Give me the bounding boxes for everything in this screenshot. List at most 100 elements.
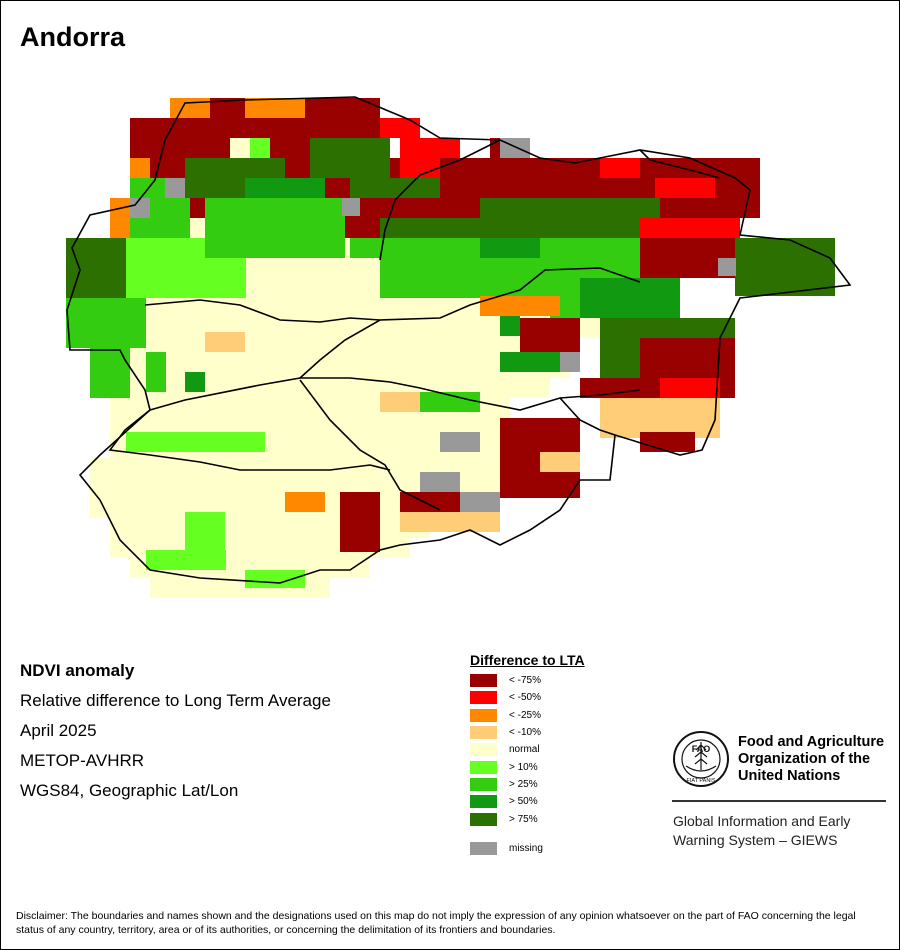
map-cell [450,338,470,358]
divider [672,800,886,802]
legend-item: < -25% [470,707,585,724]
map-cell [410,198,430,218]
map-cell [250,258,270,278]
map-cell [110,218,130,238]
map-cell [110,378,130,398]
map-cell [250,298,270,318]
legend-swatch [470,708,497,722]
map-cell [150,138,170,158]
map-cell [350,358,370,378]
map-cell [250,458,270,478]
country-boundary [66,96,852,584]
map-patch [205,198,345,258]
map-cell [390,358,410,378]
map-cell [250,538,270,558]
legend-label: < -10% [509,727,541,739]
map-cell [290,318,310,338]
map-cell [510,378,530,398]
map-cell [110,538,130,558]
map-cell [310,318,330,338]
map-cell [290,518,310,538]
map-cell [250,478,270,498]
map-cell [370,358,390,378]
map-cell [370,138,390,158]
fao-logo-icon: FAO FIAT PANIS [673,731,729,787]
map-cell [230,358,250,378]
map-patch [640,432,695,452]
map-cell [130,138,150,158]
map-cell [370,158,390,178]
map-cell [230,138,250,158]
map-cell [90,458,110,478]
map-cell [350,458,370,478]
program-line: Warning System – GIEWS [673,832,838,848]
parish-boundary [299,267,641,379]
map-cell [370,418,390,438]
map-cell [230,458,250,478]
map-cell [410,338,430,358]
map-patch [480,296,560,316]
map-cell [230,398,250,418]
map-cell [430,358,450,378]
org-name-line: Organization of the [738,751,871,767]
map-cell [190,298,210,318]
map-cell [390,298,410,318]
map-cell [410,358,430,378]
map-cell [250,498,270,518]
map-cell [130,158,150,178]
map-cell [350,298,370,318]
legend-swatch [470,841,497,855]
map-cell [270,138,290,158]
map-cell [270,358,290,378]
map-cell [170,458,190,478]
map-cell [330,278,350,298]
map-cell [170,98,190,118]
map-cell [210,398,230,418]
legend-swatch [470,812,497,826]
parish-boundary [299,379,441,511]
map-cell [210,458,230,478]
map-cell [230,478,250,498]
map-cell [270,258,290,278]
legend-label: > 50% [509,796,538,808]
map-cell [490,398,510,418]
map-cell [90,378,110,398]
map-patch [245,178,325,198]
map-info-block: NDVI anomaly Relative difference to Long… [20,656,331,806]
map-cell [290,418,310,438]
map-cell [270,418,290,438]
map-cell [170,218,190,238]
map-cell [310,438,330,458]
map-cell [350,238,370,258]
map-cell [150,518,170,538]
map-patch [440,432,480,452]
map-cell [330,378,350,398]
legend-item: > 10% [470,758,585,775]
legend-swatch [470,795,497,809]
map-patch [380,392,420,412]
map-cell [290,158,310,178]
map-patch [580,378,640,398]
map-cell [130,518,150,538]
map-cell [530,378,550,398]
map-patch [305,98,380,118]
map-patch [66,298,146,348]
fao-organization-name: Food and Agriculture Organization of the… [738,734,900,785]
map-patch [735,238,835,296]
map-cell [330,298,350,318]
map-cell [150,318,170,338]
map-cell [210,578,230,598]
map-cell [310,358,330,378]
map-cell [430,318,450,338]
map-patch [660,378,720,398]
map-cell [170,578,190,598]
map-cell [470,318,490,338]
map-patch [600,398,720,438]
map-patch [718,258,736,276]
map-cell [350,338,370,358]
map-patch [580,278,680,318]
map-cell [350,158,370,178]
map-cell [270,398,290,418]
map-cell [330,158,350,178]
map-cell [330,438,350,458]
